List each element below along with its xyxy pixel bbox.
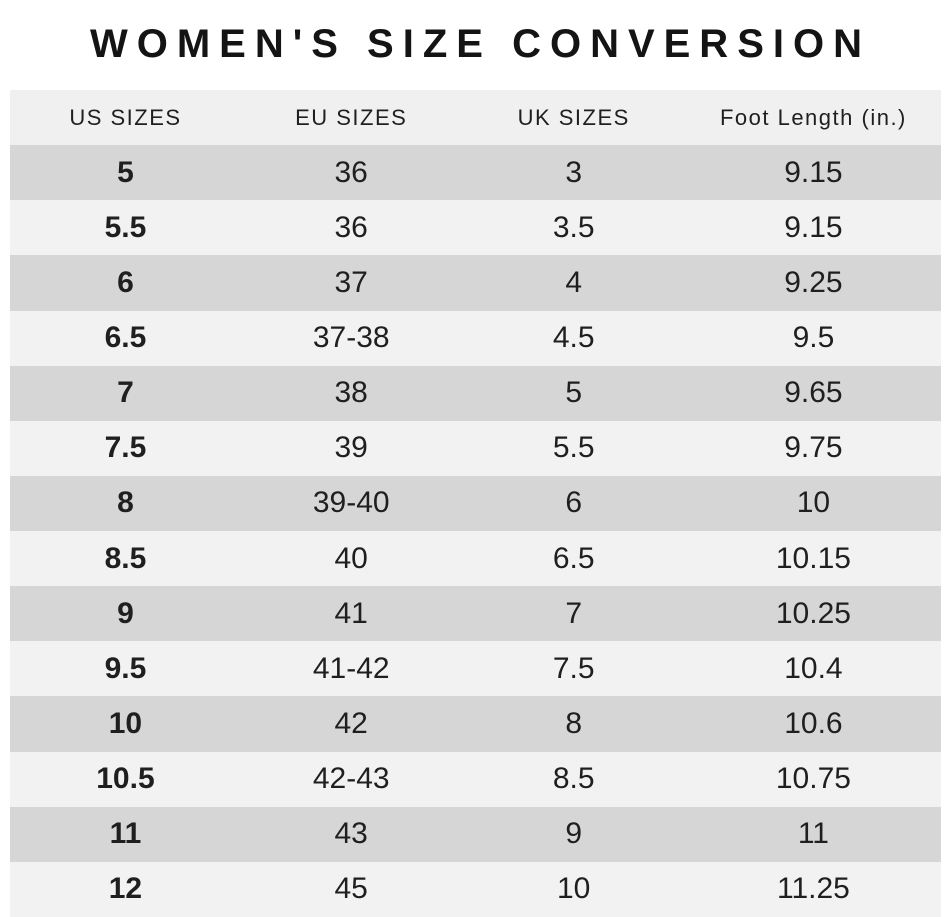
column-header-us-sizes: US SIZES <box>69 104 182 130</box>
table-header-row: US SIZES EU SIZES UK SIZES Foot Length (… <box>10 90 941 146</box>
us-size-cell: 7.5 <box>104 431 147 465</box>
table-row: 10.5 42-43 8.5 10.75 <box>10 751 941 807</box>
uk-size-cell: 5.5 <box>552 431 595 465</box>
table-row: 8 39-40 6 10 <box>10 475 941 531</box>
us-size-cell: 11 <box>109 817 142 851</box>
foot-length-cell: 9.75 <box>784 431 843 465</box>
foot-length-cell: 9.5 <box>792 321 835 355</box>
eu-size-cell: 38 <box>334 376 368 410</box>
uk-size-cell: 9 <box>565 817 583 851</box>
eu-size-cell: 40 <box>334 541 368 575</box>
eu-size-cell: 42 <box>334 706 368 740</box>
us-size-cell: 6 <box>117 265 134 299</box>
uk-size-cell: 6.5 <box>552 541 595 575</box>
eu-size-cell: 37 <box>334 265 368 299</box>
eu-size-cell: 39 <box>334 431 368 465</box>
us-size-cell: 10.5 <box>96 762 155 796</box>
us-size-cell: 7 <box>117 376 134 410</box>
foot-length-cell: 10.15 <box>775 541 851 575</box>
column-header-uk-sizes: UK SIZES <box>517 104 630 130</box>
us-size-cell: 12 <box>108 872 143 906</box>
us-size-cell: 9.5 <box>104 651 147 685</box>
uk-size-cell: 4 <box>565 265 583 299</box>
foot-length-cell: 11.25 <box>776 872 850 906</box>
uk-size-cell: 4.5 <box>552 321 595 355</box>
uk-size-cell: 5 <box>565 376 583 410</box>
table-row: 8.5 40 6.5 10.15 <box>10 531 941 587</box>
us-size-cell: 9 <box>117 596 134 630</box>
table-row: 7.5 39 5.5 9.75 <box>10 420 941 476</box>
us-size-cell: 5.5 <box>104 210 147 244</box>
table-row: 12 45 10 11.25 <box>10 861 941 917</box>
table-row: 5 36 3 9.15 <box>10 145 941 201</box>
foot-length-cell: 10.75 <box>775 762 851 796</box>
table-row: 6.5 37-38 4.5 9.5 <box>10 310 941 366</box>
eu-size-cell: 39-40 <box>312 486 390 520</box>
us-size-cell: 10 <box>108 706 143 740</box>
table-row: 7 38 5 9.65 <box>10 365 941 421</box>
uk-size-cell: 7 <box>565 596 583 630</box>
eu-size-cell: 45 <box>334 872 368 906</box>
uk-size-cell: 6 <box>565 486 583 520</box>
foot-length-cell: 9.15 <box>784 155 843 189</box>
us-size-cell: 6.5 <box>104 321 147 355</box>
uk-size-cell: 7.5 <box>552 651 595 685</box>
us-size-cell: 5 <box>117 155 134 189</box>
eu-size-cell: 43 <box>334 817 368 851</box>
uk-size-cell: 3.5 <box>552 210 595 244</box>
uk-size-cell: 8.5 <box>552 762 595 796</box>
us-size-cell: 8.5 <box>104 541 147 575</box>
table-row: 6 37 4 9.25 <box>10 255 941 311</box>
foot-length-cell: 9.65 <box>784 376 843 410</box>
foot-length-cell: 10.6 <box>784 706 843 740</box>
eu-size-cell: 37-38 <box>312 321 390 355</box>
foot-length-cell: 10 <box>796 486 831 520</box>
size-conversion-table: US SIZES EU SIZES UK SIZES Foot Length (… <box>10 90 941 917</box>
column-header-eu-sizes: EU SIZES <box>295 104 408 130</box>
eu-size-cell: 36 <box>334 155 368 189</box>
uk-size-cell: 8 <box>565 706 583 740</box>
eu-size-cell: 41 <box>334 596 368 630</box>
table-body: 5 36 3 9.15 5.5 36 3.5 9.15 6 37 4 9.25 6.5 37-38 4.5 9… <box>10 145 941 917</box>
foot-length-cell: 9.15 <box>784 210 843 244</box>
eu-size-cell: 41-42 <box>312 651 390 685</box>
foot-length-cell: 10.25 <box>775 596 851 630</box>
us-size-cell: 8 <box>117 486 134 520</box>
eu-size-cell: 42-43 <box>312 762 390 796</box>
eu-size-cell: 36 <box>334 210 368 244</box>
table-row: 5.5 36 3.5 9.15 <box>10 200 941 256</box>
page-title: WOMEN'S SIZE CONVERSION <box>89 22 871 66</box>
table-row: 10 42 8 10.6 <box>10 696 941 752</box>
uk-size-cell: 10 <box>557 872 591 906</box>
foot-length-cell: 9.25 <box>784 265 843 299</box>
table-row: 11 43 9 11 <box>10 806 941 862</box>
table-row: 9.5 41-42 7.5 10.4 <box>10 641 941 697</box>
uk-size-cell: 3 <box>565 155 583 189</box>
table-row: 9 41 7 10.25 <box>10 586 941 642</box>
column-header-foot-length: Foot Length (in.) <box>719 104 907 130</box>
foot-length-cell: 11 <box>797 817 829 851</box>
foot-length-cell: 10.4 <box>784 651 843 685</box>
